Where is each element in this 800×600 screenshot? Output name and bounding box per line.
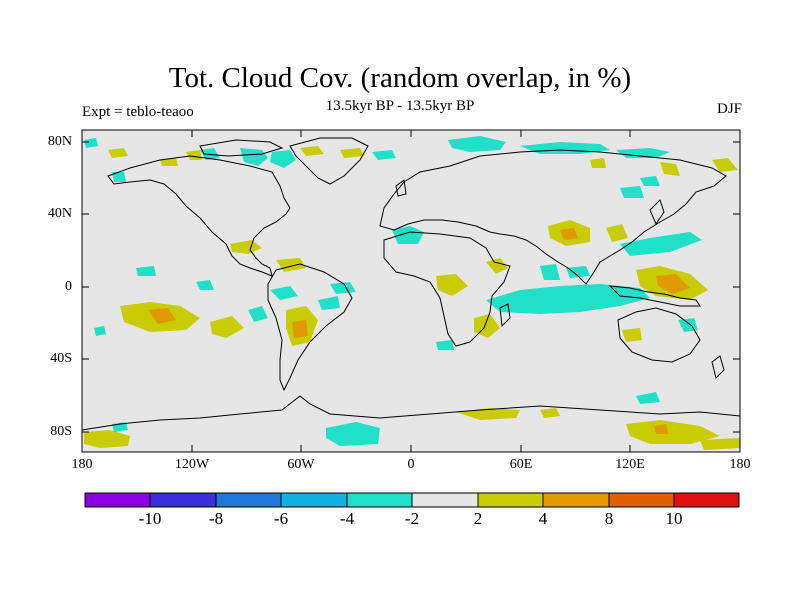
coastline-africa	[383, 231, 511, 347]
anomaly-patch-cyan	[540, 264, 560, 280]
anomaly-patch-olive	[436, 274, 468, 296]
anomaly-patch-olive	[160, 158, 178, 166]
anomaly-patch-olive	[626, 420, 720, 444]
axis-ticks	[81, 130, 741, 452]
anomaly-patch-olive	[700, 438, 740, 450]
anomaly-patch-olive	[712, 158, 738, 172]
anomaly-patch-cyan	[270, 150, 296, 168]
anomaly-patch-olive	[660, 162, 680, 176]
anomaly-patch-cyan	[326, 422, 380, 446]
experiment-label: Expt = teblo-teaoo	[82, 104, 194, 120]
lon-label-60w: 60W	[287, 457, 315, 472]
anomaly-patch-cyan	[330, 282, 356, 294]
coastline-greenland	[289, 137, 369, 185]
anomaly-patch-olive	[230, 240, 262, 254]
coastline-japan	[649, 199, 665, 226]
anomaly-patch-cyan	[94, 326, 106, 336]
lat-label-40n: 40N	[47, 206, 72, 221]
colorbar-label: -8	[208, 509, 224, 528]
anomaly-patch-orange	[148, 308, 176, 324]
coastline-north-america	[107, 155, 291, 277]
colorbar-label: -4	[339, 509, 355, 528]
anomaly-patch-cyan	[436, 340, 454, 350]
lat-label-80n: 80N	[47, 134, 72, 149]
chart-subtitle: 13.5kyr BP - 13.5kyr BP	[325, 98, 475, 114]
colorbar-swatch-4	[280, 492, 348, 508]
season-label: DJF	[716, 101, 742, 117]
colorbar-swatch-8	[542, 492, 610, 508]
anomaly-patch-olive	[606, 224, 628, 242]
colorbar-swatch-3	[215, 492, 282, 508]
anomaly-patch-orange	[654, 424, 668, 434]
colorbar-swatch-2	[149, 492, 217, 508]
coastline-madagascar	[499, 303, 511, 328]
chart-title: Tot. Cloud Cov. (random overlap, in %)	[168, 62, 632, 94]
anomaly-patch-cyan	[240, 148, 268, 166]
colorbar-label: 10	[665, 509, 683, 528]
anomaly-patch-orange	[656, 274, 690, 294]
anomaly-patch-orange	[560, 228, 578, 240]
colorbar-swatch-7	[477, 492, 544, 508]
colorbar-label: 8	[604, 509, 614, 528]
coastline-australia	[617, 307, 701, 363]
lat-label-0: 0	[65, 279, 72, 294]
anomaly-patch-cyan	[84, 138, 98, 148]
anomaly-patch-olive	[590, 158, 606, 168]
lat-label-80s: 80S	[50, 424, 72, 439]
coastline-arctic-islands	[199, 139, 284, 157]
lon-label-180e: 180	[729, 457, 751, 472]
anomaly-patch-olive	[108, 148, 128, 158]
colorbar	[84, 492, 740, 508]
lon-label-180w: 180	[71, 457, 93, 472]
coastline-british-isles	[395, 179, 407, 197]
anomaly-patch-cyan	[318, 296, 340, 310]
coastline-antarctica	[81, 395, 741, 431]
anomaly-patch-cyan	[392, 226, 424, 244]
coastline-new-zealand	[711, 355, 725, 379]
anomaly-patch-olive	[210, 316, 244, 338]
colorbar-label: 4	[538, 509, 548, 528]
lon-label-120e: 120E	[615, 457, 645, 472]
colorbar-swatch-9	[608, 492, 675, 508]
anomaly-patch-cyan	[112, 172, 126, 182]
colorbar-label: 2	[473, 509, 483, 528]
anomaly-patch-olive	[340, 148, 364, 158]
anomaly-patch-cyan	[372, 150, 396, 160]
anomaly-patch-cyan	[270, 286, 298, 300]
anomaly-patch-cyan	[448, 136, 506, 152]
lon-label-60e: 60E	[509, 457, 533, 472]
coastline-eurasia	[379, 149, 727, 285]
anomaly-patch-orange	[292, 320, 308, 338]
colorbar-swatch-5	[346, 492, 413, 508]
colorbar-swatch-1	[84, 492, 151, 508]
anomaly-patch-cyan	[620, 186, 644, 198]
anomaly-patch-cyan	[486, 284, 650, 314]
colorbar-swatch-6	[411, 492, 479, 508]
anomaly-patch-olive	[300, 146, 324, 156]
anomaly-patch-olive	[540, 408, 560, 418]
colorbar-label: -6	[273, 509, 289, 528]
anomaly-patch-cyan	[136, 266, 156, 276]
anomaly-patch-cyan	[248, 306, 268, 322]
lat-label-40s: 40S	[50, 351, 72, 366]
coastline-south-america	[267, 263, 353, 392]
coastline-indonesia	[608, 285, 701, 307]
anomaly-patch-cyan	[616, 148, 670, 158]
colorbar-swatch-10	[673, 492, 740, 508]
lon-label-0: 0	[407, 457, 415, 472]
anomaly-patch-cyan	[196, 280, 214, 290]
anomaly-patch-olive	[622, 328, 642, 342]
colorbar-label: -10	[138, 509, 162, 528]
anomaly-patch-cyan	[620, 232, 702, 256]
anomaly-patch-cyan	[566, 266, 590, 278]
colorbar-label: -2	[404, 509, 420, 528]
lon-label-120w: 120W	[174, 457, 210, 472]
coastlines	[81, 137, 741, 431]
anomaly-patch-olive	[84, 430, 130, 448]
anomaly-patch-olive	[486, 258, 508, 274]
anomaly-patch-cyan	[636, 392, 660, 404]
anomaly-patch-cyan	[640, 176, 660, 186]
